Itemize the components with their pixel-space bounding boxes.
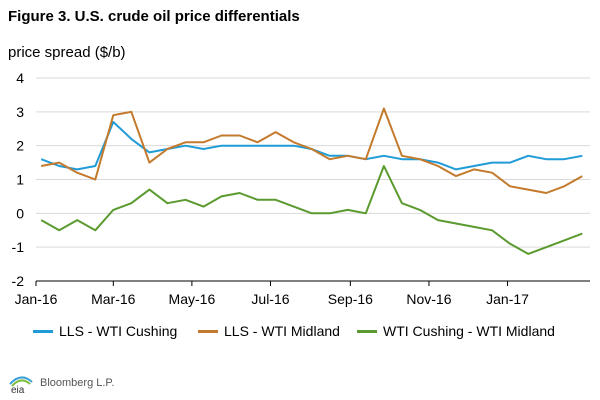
legend-swatch	[198, 329, 218, 333]
y-tick-label: 1	[16, 172, 24, 188]
y-tick-label: 0	[16, 205, 24, 221]
y-tick-label: -2	[12, 273, 25, 289]
x-tick-label: May-16	[169, 291, 216, 307]
legend-swatch	[357, 329, 377, 333]
legend-label: LLS - WTI Cushing	[59, 323, 178, 339]
x-tick-label: Mar-16	[91, 291, 136, 307]
series-line-2	[40, 165, 583, 255]
y-tick-labels: -2 -1 0 1 2 3 4	[12, 70, 25, 289]
legend-item-lls-midland: LLS - WTI Midland	[198, 323, 340, 339]
x-tick-label: Jan-17	[486, 291, 529, 307]
y-tick-label: 2	[16, 138, 24, 154]
legend-swatch	[33, 329, 53, 333]
x-tick-label: Nov-16	[406, 291, 451, 307]
legend-label: WTI Cushing - WTI Midland	[383, 323, 555, 339]
y-tick-label: -1	[12, 239, 25, 255]
legend-label: LLS - WTI Midland	[224, 323, 340, 339]
series-lines	[40, 107, 583, 255]
chart-title: Figure 3. U.S. crude oil price different…	[8, 8, 300, 25]
x-tick-label: Jul-16	[251, 291, 289, 307]
footer: eia Bloomberg L.P.	[8, 372, 115, 396]
line-chart: -2 -1 0 1 2 3 4 Jan-16 Mar-16 May-16 Jul-16 Sep-16…	[12, 70, 590, 307]
eia-logo-icon: eia	[8, 372, 34, 396]
y-axis-label: price spread ($/b)	[8, 44, 126, 61]
gridlines	[36, 77, 590, 282]
legend-item-lls-cushing: LLS - WTI Cushing	[33, 323, 177, 339]
x-tick-label: Jan-16	[15, 291, 58, 307]
x-tick-labels: Jan-16 Mar-16 May-16 Jul-16 Sep-16 Nov-16 Jan-…	[15, 281, 529, 307]
series-line-1	[41, 107, 583, 194]
y-tick-label: 4	[16, 70, 24, 86]
x-tick-label: Sep-16	[328, 291, 373, 307]
svg-text:eia: eia	[11, 385, 25, 394]
y-tick-label: 3	[16, 104, 24, 120]
legend-item-cushing-midland: WTI Cushing - WTI Midland	[357, 323, 555, 339]
legend: LLS - WTI Cushing LLS - WTI Midland WTI …	[0, 323, 600, 347]
source-label: Bloomberg L.P.	[40, 377, 115, 389]
